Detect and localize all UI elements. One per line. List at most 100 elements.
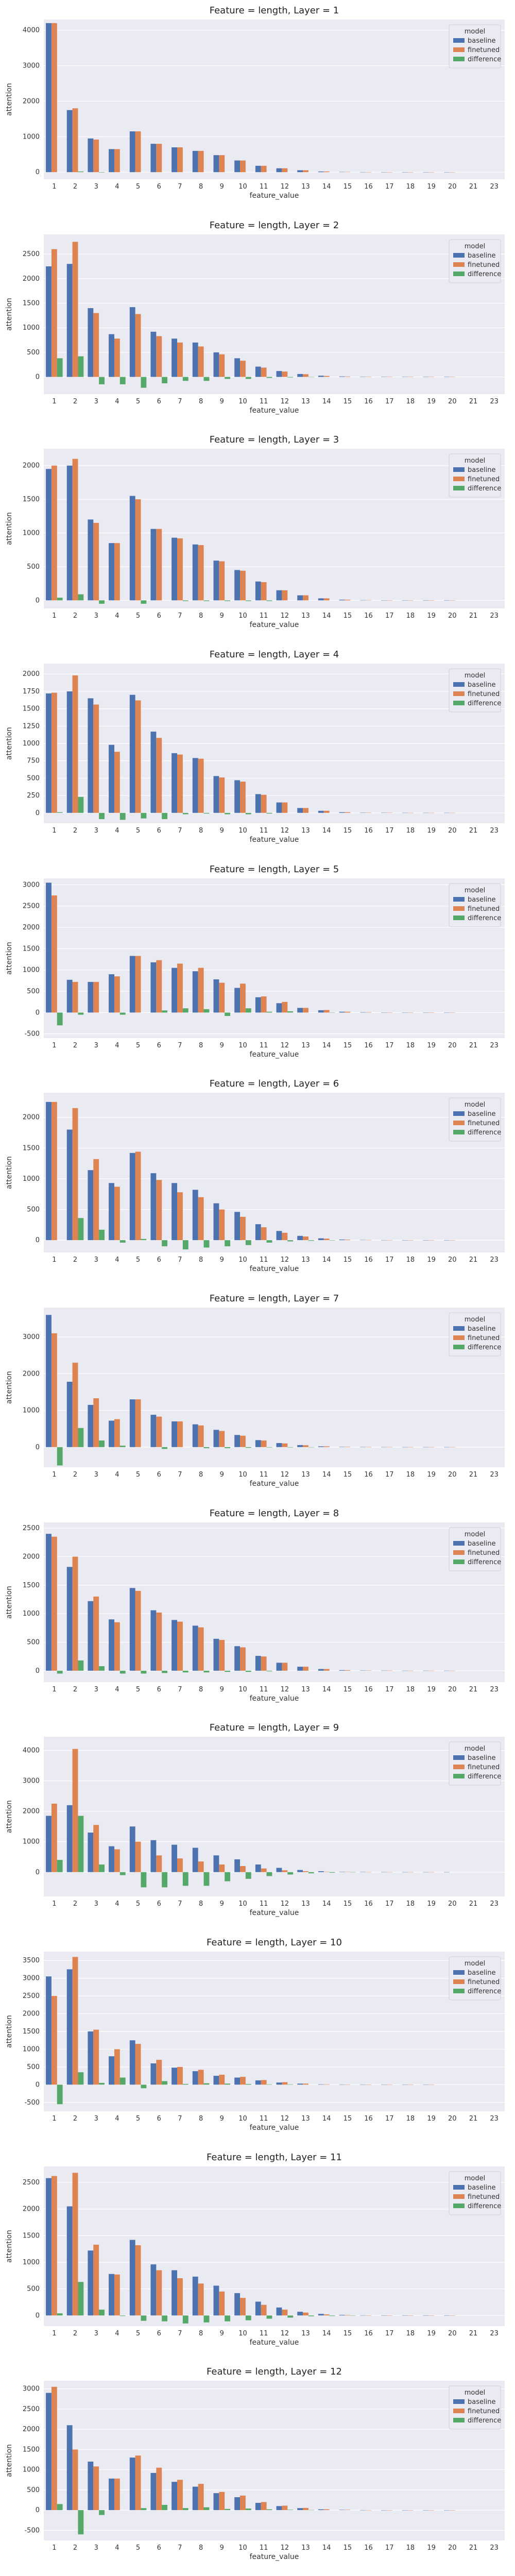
bar-finetuned	[449, 812, 455, 814]
x-tick-label: 13	[301, 2544, 310, 2552]
bar-difference	[329, 2315, 335, 2316]
x-tick-label: 4	[115, 827, 119, 835]
bar-finetuned	[407, 2510, 414, 2511]
bar-finetuned	[407, 1240, 414, 1241]
bar-finetuned	[156, 1612, 162, 1671]
x-tick-label: 1	[52, 398, 56, 405]
bar-baseline	[255, 794, 261, 813]
legend-swatch-baseline	[453, 1541, 465, 1546]
legend-label: baseline	[468, 37, 495, 45]
x-axis-label: feature_value	[250, 406, 299, 415]
bar-finetuned	[93, 1825, 99, 1872]
x-tick-label: 3	[94, 183, 98, 191]
x-tick-label: 14	[322, 2544, 331, 2552]
x-tick-label: 8	[199, 1471, 203, 1479]
bar-baseline	[66, 110, 73, 173]
x-tick-label: 2	[73, 2330, 77, 2337]
bar-finetuned	[366, 600, 371, 601]
x-tick-label: 23	[490, 398, 499, 405]
y-axis-label: attention	[5, 83, 13, 116]
bar-finetuned	[428, 377, 435, 378]
x-tick-label: 4	[115, 183, 119, 191]
bar-difference	[287, 2084, 294, 2085]
bar-baseline	[381, 1872, 387, 1873]
x-tick-label: 2	[73, 1471, 77, 1479]
bar-baseline	[171, 1844, 178, 1872]
bar-finetuned	[323, 1669, 330, 1671]
bar-baseline	[234, 988, 241, 1013]
bar-baseline	[88, 2461, 94, 2511]
bar-finetuned	[282, 2309, 288, 2316]
x-tick-label: 23	[490, 1042, 499, 1049]
bar-difference	[99, 2510, 105, 2515]
y-tick-label: 3000	[23, 2385, 40, 2393]
x-tick-label: 5	[136, 1900, 140, 1908]
bar-finetuned	[219, 777, 225, 813]
bar-finetuned	[72, 1957, 78, 2085]
bar-baseline	[171, 537, 178, 601]
bar-difference	[162, 2081, 168, 2085]
bar-finetuned	[93, 1596, 99, 1671]
x-tick-label: 13	[301, 827, 310, 835]
bar-finetuned	[219, 155, 225, 173]
bar-difference	[329, 1012, 335, 1013]
bar-finetuned	[303, 595, 308, 601]
bar-finetuned	[51, 23, 57, 173]
chart-title: Feature = length, Layer = 1	[210, 5, 339, 16]
bar-finetuned	[72, 2449, 78, 2511]
x-tick-label: 10	[238, 1900, 247, 1908]
x-tick-label: 10	[238, 2544, 247, 2552]
bar-baseline	[444, 377, 450, 378]
bar-finetuned	[261, 996, 267, 1013]
x-tick-label: 5	[136, 2330, 140, 2337]
bar-finetuned	[366, 2084, 371, 2085]
bar-finetuned	[72, 981, 78, 1013]
bar-baseline	[171, 2067, 178, 2085]
bar-baseline	[109, 149, 114, 173]
y-tick-label: 2000	[23, 2206, 40, 2213]
y-tick-label: 1500	[23, 945, 40, 953]
bar-difference	[78, 1428, 84, 1447]
x-tick-label: 6	[157, 1900, 161, 1908]
bar-baseline	[255, 997, 261, 1013]
x-tick-label: 15	[344, 2544, 352, 2552]
bar-finetuned	[345, 172, 351, 173]
bar-finetuned	[386, 2510, 392, 2511]
x-tick-label: 21	[469, 612, 478, 620]
y-tick-label: 1500	[23, 1582, 40, 1589]
bar-finetuned	[219, 561, 225, 601]
bar-finetuned	[114, 2274, 120, 2316]
bar-finetuned	[345, 2315, 351, 2316]
x-tick-label: 23	[490, 827, 499, 835]
chart-panel-9: Feature = length, Layer = 9 0 1000 2000 3000…	[5, 1722, 505, 1917]
bar-baseline	[381, 1240, 387, 1241]
bar-finetuned	[198, 2070, 204, 2085]
bar-finetuned	[261, 1227, 267, 1241]
y-tick-label: 2000	[23, 1370, 40, 1378]
bar-baseline	[66, 1805, 73, 1872]
x-tick-label: 6	[157, 183, 161, 191]
bar-finetuned	[93, 2029, 99, 2085]
x-tick-label: 14	[322, 398, 331, 405]
x-tick-label: 17	[385, 398, 394, 405]
bar-baseline	[297, 595, 303, 601]
bar-baseline	[423, 377, 429, 378]
bar-difference	[287, 1447, 294, 1448]
bar-difference	[99, 812, 105, 819]
x-tick-label: 20	[448, 612, 457, 620]
y-tick-label: 1000	[23, 1838, 40, 1846]
bar-finetuned	[282, 2082, 288, 2085]
y-tick-label: 2000	[23, 2426, 40, 2433]
x-tick-label: 11	[260, 2115, 268, 2123]
bar-baseline	[423, 172, 429, 173]
bar-finetuned	[366, 1670, 371, 1671]
legend-swatch-baseline	[453, 253, 465, 258]
bar-baseline	[66, 1567, 73, 1671]
x-tick-label: 17	[385, 1900, 394, 1908]
legend-label: difference	[468, 1344, 501, 1351]
y-tick-label: 500	[27, 2063, 40, 2071]
bar-baseline	[318, 1871, 324, 1872]
x-tick-label: 21	[469, 1471, 478, 1479]
bar-finetuned	[407, 172, 414, 173]
bar-finetuned	[114, 1622, 120, 1671]
